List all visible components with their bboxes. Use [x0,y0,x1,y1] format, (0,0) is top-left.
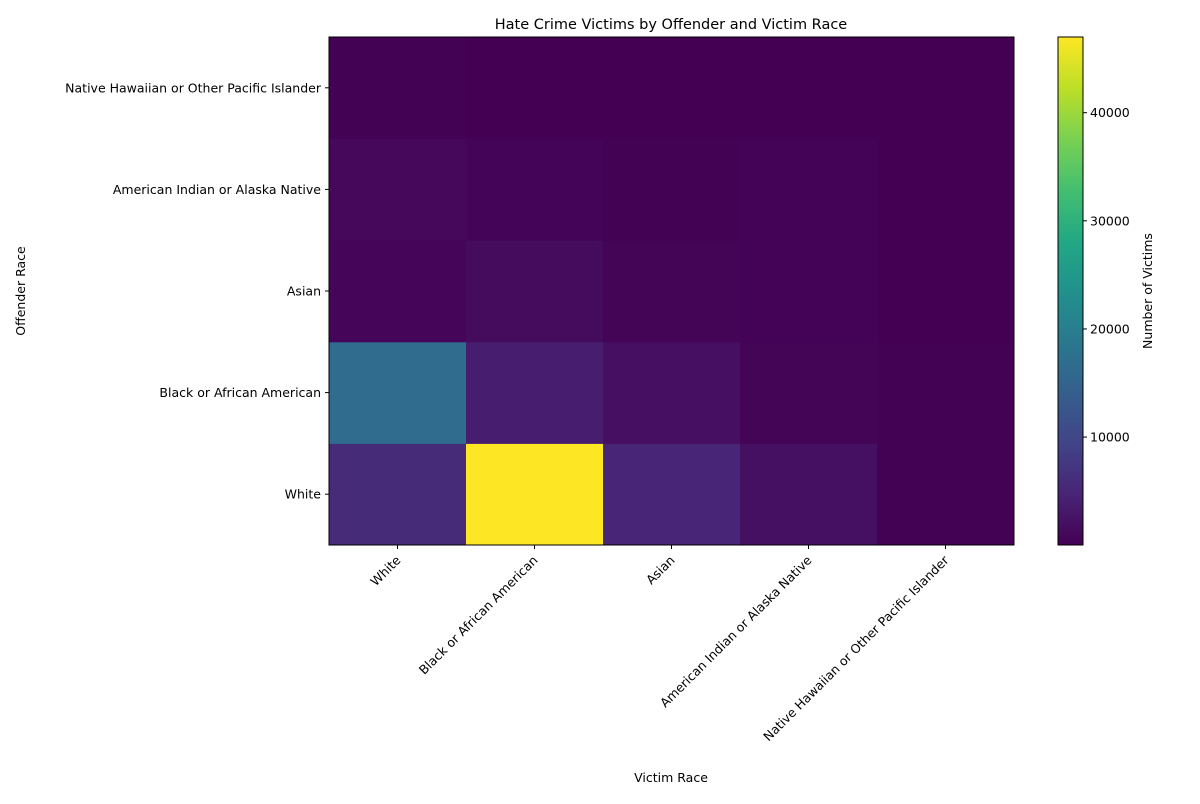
y-tick-label: American Indian or Alaska Native [113,182,321,197]
heatmap-cell [740,341,878,444]
heatmap-cell [877,240,1015,343]
heatmap-cell [466,138,604,241]
heatmap-cell [603,138,741,241]
x-tick-label: Asian [643,553,678,588]
heatmap-cell [877,37,1015,140]
heatmap-cell [877,443,1015,546]
heatmap-cell [740,37,878,140]
heatmap-cell [603,240,741,343]
heatmap-cell [329,37,467,140]
colorbar [1057,36,1084,546]
y-axis-label: Offender Race [13,246,28,336]
y-axis-ticks: White Black or African American Asian Ameri… [65,80,329,502]
y-tick-label: White [285,487,322,502]
x-tick-label: American Indian or Alaska Native [657,552,815,710]
x-tick-label: Black or African American [416,553,541,678]
colorbar-tick-label: 10000 [1090,430,1130,445]
colorbar-tick-label: 20000 [1090,321,1130,336]
heatmap-cell [329,138,467,241]
colorbar-label: Number of Victims [1140,233,1155,349]
heatmap-cell [466,341,604,444]
y-tick-label: Asian [287,284,321,299]
heatmap-cell [329,341,467,444]
heatmap-cell [877,138,1015,241]
heatmap-cell [466,443,604,546]
y-tick-label: Black or African American [159,385,321,400]
heatmap-cell [603,341,741,444]
heatmap-cell [877,341,1015,444]
heatmap-cell [740,138,878,241]
heatmap-cell [603,37,741,140]
x-axis-label: Victim Race [634,770,708,785]
heatmap-cell [466,37,604,140]
heatmap-cell [740,240,878,343]
heatmap-cell [466,240,604,343]
x-axis-ticks: White Black or African American AsianAmeri… [367,545,952,744]
chart-title: Hate Crime Victims by Offender and Victi… [495,17,848,33]
heatmap-cell [329,240,467,343]
x-tick-label: White [367,552,404,589]
heatmap-cell [603,443,741,546]
y-tick-label: Native Hawaiian or Other Pacific Islande… [65,80,322,95]
heatmap-cell [329,443,467,546]
colorbar-tick-label: 30000 [1090,213,1130,228]
heatmap-cell [740,443,878,546]
heatmap-cells [329,37,1015,546]
colorbar-ticks: 10000 20000 30000 40000 [1083,105,1130,445]
colorbar-tick-label: 40000 [1090,105,1130,120]
